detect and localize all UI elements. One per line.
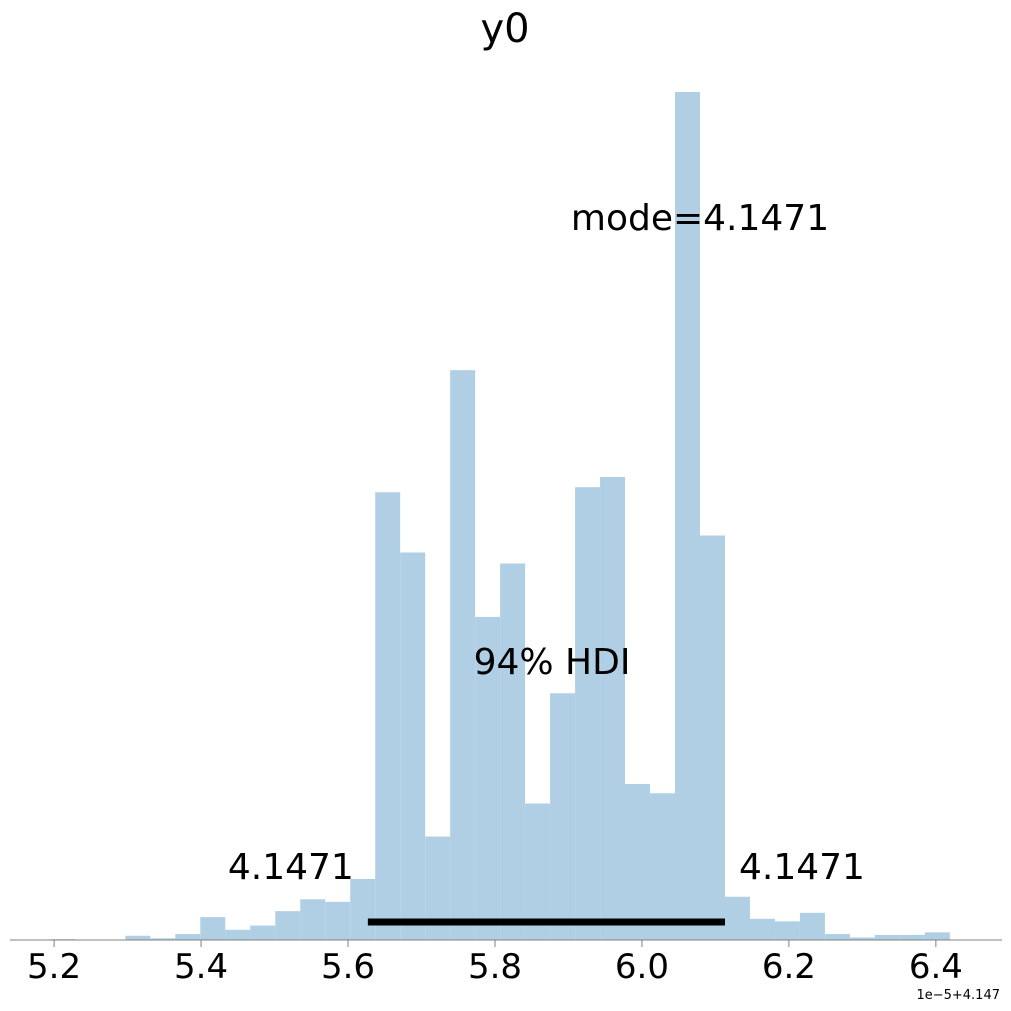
mode-label: mode=4.1471: [571, 198, 829, 239]
histogram-bar: [350, 878, 376, 940]
histogram-bar: [375, 492, 401, 940]
histogram-bar: [899, 934, 925, 940]
histogram-bar: [699, 535, 725, 940]
histogram-bar: [575, 487, 601, 940]
histogram-bar: [874, 934, 900, 940]
histogram-bar: [125, 935, 151, 940]
histogram-bar: [799, 912, 825, 940]
histogram-bar: [525, 803, 551, 940]
histogram-bar: [924, 932, 950, 940]
histogram-bar: [749, 918, 775, 940]
histogram-bar: [625, 783, 651, 940]
hdi-low-label: 4.1471: [228, 847, 354, 888]
x-tick-label: 5.6: [321, 947, 375, 987]
histogram-bar: [824, 934, 850, 940]
histogram-bar: [250, 925, 276, 940]
histogram-bar: [225, 929, 251, 940]
histogram-bar: [675, 92, 700, 940]
x-axis-ticks: 5.2 5.4 5.6 5.8 6.0 6.2 6.4: [27, 940, 963, 987]
histogram-bar: [150, 938, 176, 940]
x-tick-label: 5.8: [468, 947, 522, 987]
x-tick-label: 6.4: [909, 947, 963, 987]
histogram-bar: [724, 896, 750, 940]
x-tick-label: 5.4: [174, 947, 228, 987]
x-tick-label: 6.2: [762, 947, 816, 987]
histogram-bar: [200, 917, 226, 940]
hdi-label: 94% HDI: [474, 642, 631, 683]
histogram-bar: [400, 552, 426, 940]
histogram-bars: [50, 92, 950, 940]
x-tick-label: 5.2: [27, 947, 81, 987]
histogram-bar: [325, 901, 351, 940]
chart-title: y0: [480, 6, 529, 52]
histogram-bar: [550, 693, 576, 940]
histogram-bar: [600, 476, 626, 940]
histogram-bar: [650, 793, 676, 940]
hdi-high-label: 4.1471: [739, 847, 865, 888]
histogram-bar: [500, 563, 526, 940]
histogram-bar: [450, 370, 476, 940]
x-axis-offset-label: 1e−5+4.147: [916, 988, 1000, 1003]
histogram-bar: [849, 937, 875, 940]
histogram-bar: [774, 921, 800, 940]
histogram-bar: [275, 911, 301, 940]
histogram-bar: [300, 899, 326, 940]
x-tick-label: 6.0: [615, 947, 669, 987]
histogram-bar: [475, 616, 501, 940]
histogram-bar: [175, 934, 201, 940]
